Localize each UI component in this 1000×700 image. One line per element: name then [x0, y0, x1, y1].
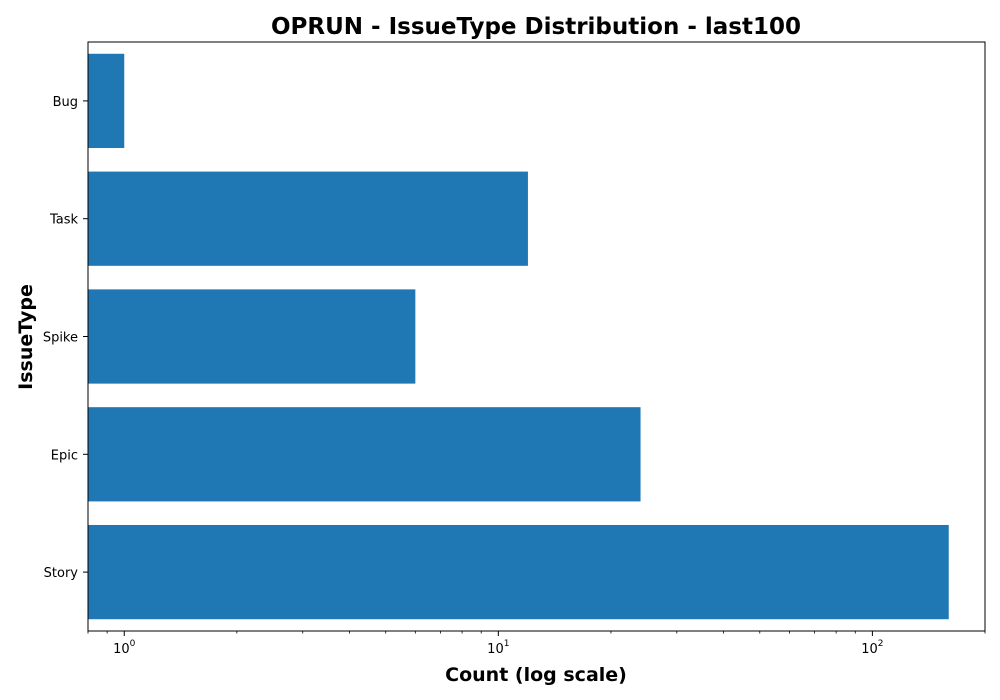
y-tick-label-story: Story: [44, 566, 79, 581]
x-tick-label-base: 10: [113, 642, 130, 657]
x-tick-label-exponent: 2: [878, 639, 884, 649]
y-tick-label-epic: Epic: [51, 448, 78, 463]
y-tick-label-task: Task: [49, 213, 79, 228]
bar-task: [88, 171, 528, 266]
x-tick-label-10: 101: [487, 639, 509, 657]
bar-spike: [88, 289, 416, 384]
x-tick-label-exponent: 0: [130, 639, 136, 649]
y-axis-label: IssueType: [15, 284, 37, 390]
x-tick-label-exponent: 1: [504, 639, 510, 649]
chart-title: OPRUN - IssueType Distribution - last100: [271, 14, 801, 40]
plot-frame: [87, 41, 986, 632]
bar-bug: [88, 53, 125, 149]
x-tick-label-100: 102: [861, 639, 883, 657]
x-tick-label-base: 10: [487, 642, 504, 657]
y-tick-label-spike: Spike: [43, 331, 78, 346]
x-tick-label-1: 100: [113, 639, 136, 657]
y-tick-label-bug: Bug: [53, 95, 78, 110]
x-axis-label: Count (log scale): [445, 664, 627, 686]
x-tick-label-base: 10: [861, 642, 878, 657]
bar-story: [88, 524, 949, 620]
bar-epic: [88, 407, 641, 502]
